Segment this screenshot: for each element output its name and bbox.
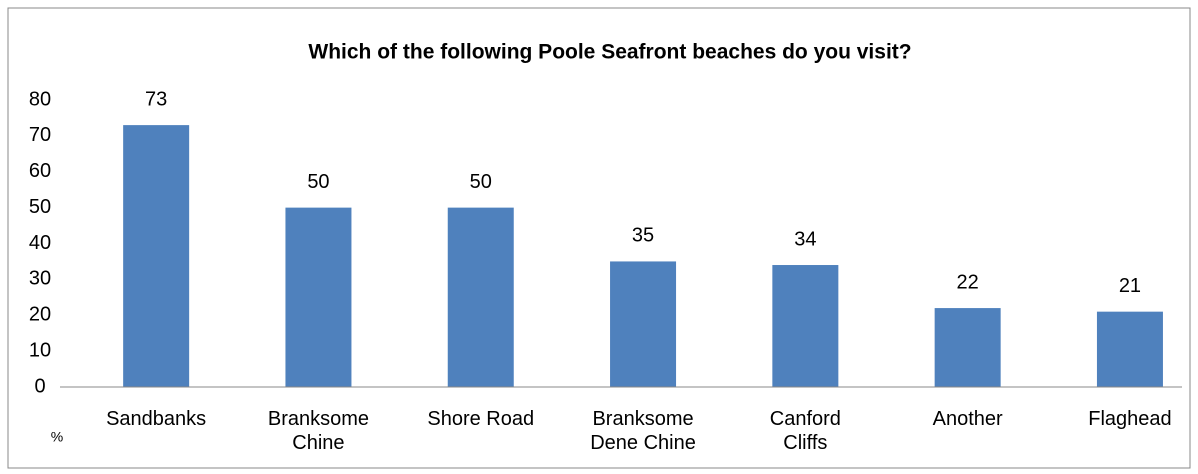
y-tick-label: 30 <box>29 268 51 290</box>
y-tick-label: 40 <box>29 232 51 254</box>
data-label: 35 <box>632 225 654 247</box>
x-tick-label: Branksome Chine <box>267 408 370 454</box>
x-tick-label: Flaghead <box>1088 408 1172 430</box>
y-tick-label: 0 <box>34 375 45 397</box>
chart-border <box>7 7 1191 469</box>
x-tick-label: Shore Road <box>427 408 535 430</box>
data-label: 22 <box>957 271 979 293</box>
y-tick-label: 50 <box>29 196 51 218</box>
data-label: 50 <box>307 171 329 193</box>
bar <box>123 125 190 388</box>
data-label: 21 <box>1119 275 1141 297</box>
y-tick-label: 10 <box>29 339 51 361</box>
x-tick-label: Sandbanks <box>106 408 207 430</box>
bar <box>285 207 352 387</box>
bar <box>610 261 677 387</box>
y-tick-label: 80 <box>29 88 51 110</box>
x-tick-label: Canford Cliffs <box>769 408 841 454</box>
x-tick-label: Branksome Dene Chine <box>590 408 696 454</box>
data-label: 50 <box>470 171 492 193</box>
chart-title: Which of the following Poole Seafront be… <box>308 41 911 64</box>
y-tick-label: 60 <box>29 160 51 182</box>
bar <box>934 308 1001 387</box>
bar <box>772 265 839 387</box>
data-label: 34 <box>794 228 816 250</box>
bar <box>1096 311 1163 387</box>
y-tick-label: 20 <box>29 304 51 326</box>
y-axis-label: % <box>51 429 63 445</box>
data-label: 73 <box>145 88 167 110</box>
y-tick-label: 70 <box>29 124 51 146</box>
bar <box>447 207 514 387</box>
x-tick-label: Another <box>932 408 1003 430</box>
